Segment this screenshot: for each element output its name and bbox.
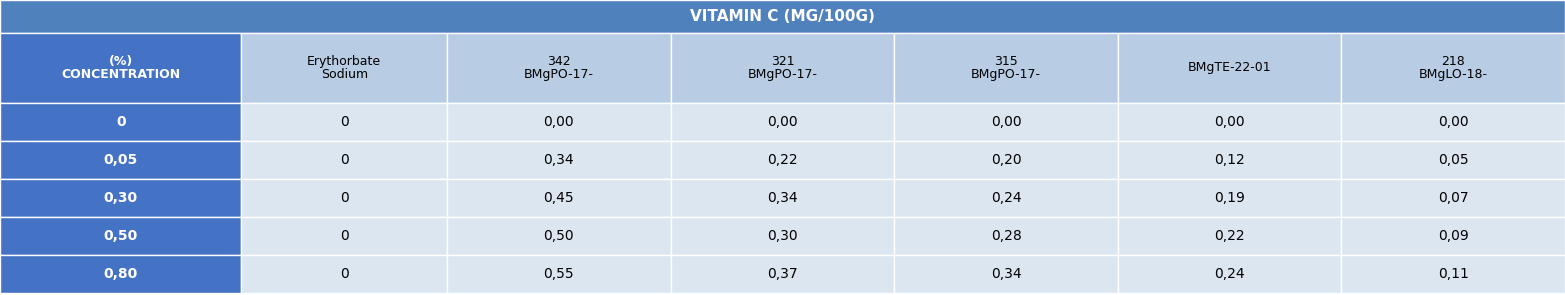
Bar <box>1117 103 1341 141</box>
Text: 0,20: 0,20 <box>991 153 1022 167</box>
Bar <box>894 255 1117 293</box>
Text: 0,34: 0,34 <box>991 267 1022 281</box>
Bar <box>1117 141 1341 179</box>
Text: 0,50: 0,50 <box>103 229 138 243</box>
Bar <box>448 141 671 179</box>
Bar <box>241 33 448 103</box>
Text: 0,00: 0,00 <box>543 115 574 129</box>
Bar <box>0 33 241 103</box>
Text: 0: 0 <box>340 153 349 167</box>
Text: 0,55: 0,55 <box>543 267 574 281</box>
Bar <box>1117 255 1341 293</box>
Bar <box>1341 217 1565 255</box>
Text: CONCENTRATION: CONCENTRATION <box>61 68 180 81</box>
Bar <box>0 103 241 141</box>
Text: 0: 0 <box>340 267 349 281</box>
Bar <box>1341 33 1565 103</box>
Text: (%): (%) <box>108 55 133 68</box>
Text: Sodium: Sodium <box>321 68 368 81</box>
Text: 315: 315 <box>994 55 1017 68</box>
Text: BMgPO-17-: BMgPO-17- <box>524 68 595 81</box>
Text: 0,34: 0,34 <box>767 191 798 205</box>
Bar <box>241 255 448 293</box>
Bar <box>1117 217 1341 255</box>
Text: 0,00: 0,00 <box>767 115 798 129</box>
Text: 0,11: 0,11 <box>1438 267 1468 281</box>
Bar <box>1341 141 1565 179</box>
Bar <box>894 33 1117 103</box>
Text: BMgLO-18-: BMgLO-18- <box>1419 68 1488 81</box>
Text: 0,30: 0,30 <box>767 229 798 243</box>
Bar <box>241 141 448 179</box>
Bar <box>448 217 671 255</box>
Bar <box>0 141 241 179</box>
Bar <box>671 141 894 179</box>
Text: 0: 0 <box>116 115 125 129</box>
Bar <box>448 179 671 217</box>
Bar <box>1341 255 1565 293</box>
Text: 0,37: 0,37 <box>767 267 798 281</box>
Text: 0,07: 0,07 <box>1438 191 1468 205</box>
Text: 218: 218 <box>1441 55 1465 68</box>
Text: 0,34: 0,34 <box>543 153 574 167</box>
Bar <box>671 255 894 293</box>
Bar <box>0 179 241 217</box>
Text: 0,00: 0,00 <box>1214 115 1244 129</box>
Bar <box>448 33 671 103</box>
Text: 0,22: 0,22 <box>1214 229 1244 243</box>
Bar <box>894 103 1117 141</box>
Text: 0,12: 0,12 <box>1214 153 1246 167</box>
Text: 321: 321 <box>770 55 795 68</box>
Bar <box>448 103 671 141</box>
Text: 0,09: 0,09 <box>1438 229 1468 243</box>
Bar <box>894 217 1117 255</box>
Text: BMgTE-22-01: BMgTE-22-01 <box>1188 61 1271 75</box>
Text: 0,22: 0,22 <box>767 153 798 167</box>
Text: 0,05: 0,05 <box>1438 153 1468 167</box>
Text: BMgPO-17-: BMgPO-17- <box>970 68 1041 81</box>
Text: VITAMIN C (MG/100G): VITAMIN C (MG/100G) <box>690 9 875 24</box>
Text: 0,50: 0,50 <box>543 229 574 243</box>
Text: 0,00: 0,00 <box>991 115 1022 129</box>
Bar <box>1117 33 1341 103</box>
Bar <box>671 103 894 141</box>
Bar <box>241 217 448 255</box>
Text: 0,30: 0,30 <box>103 191 138 205</box>
Text: 0,24: 0,24 <box>1214 267 1244 281</box>
Text: 0: 0 <box>340 115 349 129</box>
Text: 0,00: 0,00 <box>1438 115 1468 129</box>
Bar <box>671 217 894 255</box>
Bar <box>894 179 1117 217</box>
Text: 0,45: 0,45 <box>543 191 574 205</box>
Bar <box>241 103 448 141</box>
Bar <box>1341 179 1565 217</box>
Text: BMgPO-17-: BMgPO-17- <box>748 68 817 81</box>
Text: 0,28: 0,28 <box>991 229 1022 243</box>
Bar <box>1117 179 1341 217</box>
Bar <box>0 0 1565 33</box>
Bar <box>894 141 1117 179</box>
Text: 0,24: 0,24 <box>991 191 1022 205</box>
Text: Erythorbate: Erythorbate <box>307 55 382 68</box>
Text: 0: 0 <box>340 229 349 243</box>
Bar <box>0 255 241 293</box>
Text: 0,05: 0,05 <box>103 153 138 167</box>
Bar <box>1341 103 1565 141</box>
Text: 0,19: 0,19 <box>1214 191 1246 205</box>
Bar <box>241 179 448 217</box>
Text: 342: 342 <box>548 55 571 68</box>
Text: 0: 0 <box>340 191 349 205</box>
Text: 0,80: 0,80 <box>103 267 138 281</box>
Bar <box>671 33 894 103</box>
Bar <box>0 217 241 255</box>
Bar <box>671 179 894 217</box>
Bar <box>448 255 671 293</box>
